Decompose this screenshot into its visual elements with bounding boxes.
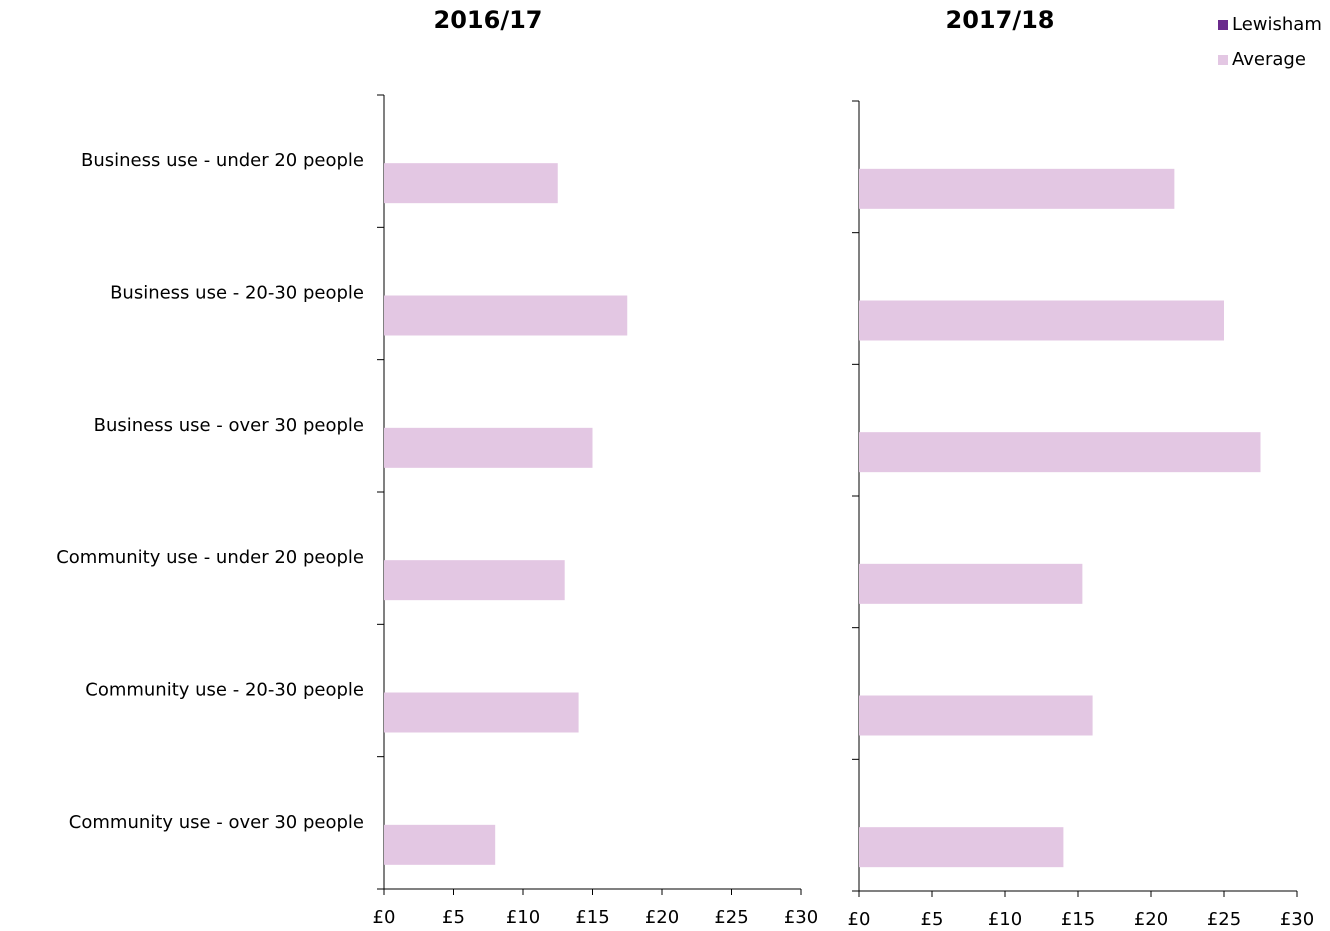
x-tick-label: £15 <box>1061 909 1095 930</box>
x-tick-label: £5 <box>442 907 465 928</box>
category-label: Community use - 20-30 people <box>85 680 364 701</box>
bar <box>859 563 1083 604</box>
bar <box>859 827 1064 868</box>
legend-swatch <box>1218 55 1228 65</box>
x-tick-label: £20 <box>645 907 679 928</box>
bar <box>859 695 1093 736</box>
legend-label: Average <box>1232 49 1306 70</box>
x-tick-label: £25 <box>1207 909 1241 930</box>
bar <box>384 824 496 865</box>
bar <box>384 295 628 336</box>
x-tick-label: £0 <box>373 907 396 928</box>
legend-label: Lewisham <box>1232 14 1322 35</box>
x-tick-label: £30 <box>1280 909 1314 930</box>
chart-title: 2016/17 <box>434 6 543 34</box>
x-tick-label: £20 <box>1134 909 1168 930</box>
bar <box>859 300 1224 341</box>
bar <box>384 560 565 601</box>
x-tick-label: £25 <box>714 907 748 928</box>
bar <box>859 432 1261 473</box>
bar <box>859 168 1175 209</box>
category-label: Business use - 20-30 people <box>110 283 364 304</box>
x-tick-label: £5 <box>921 909 944 930</box>
category-label: Business use - over 30 people <box>94 415 364 436</box>
bar <box>384 427 593 468</box>
chart-title: 2017/18 <box>946 6 1055 34</box>
x-tick-label: £0 <box>848 909 871 930</box>
legend-swatch <box>1218 20 1228 30</box>
x-tick-label: £10 <box>988 909 1022 930</box>
x-tick-label: £15 <box>575 907 609 928</box>
bar <box>384 163 558 204</box>
category-label: Community use - under 20 people <box>56 547 364 568</box>
x-tick-label: £10 <box>506 907 540 928</box>
x-tick-label: £30 <box>784 907 818 928</box>
bar <box>384 692 579 733</box>
category-label: Business use - under 20 people <box>81 150 364 171</box>
category-label: Community use - over 30 people <box>69 812 364 833</box>
